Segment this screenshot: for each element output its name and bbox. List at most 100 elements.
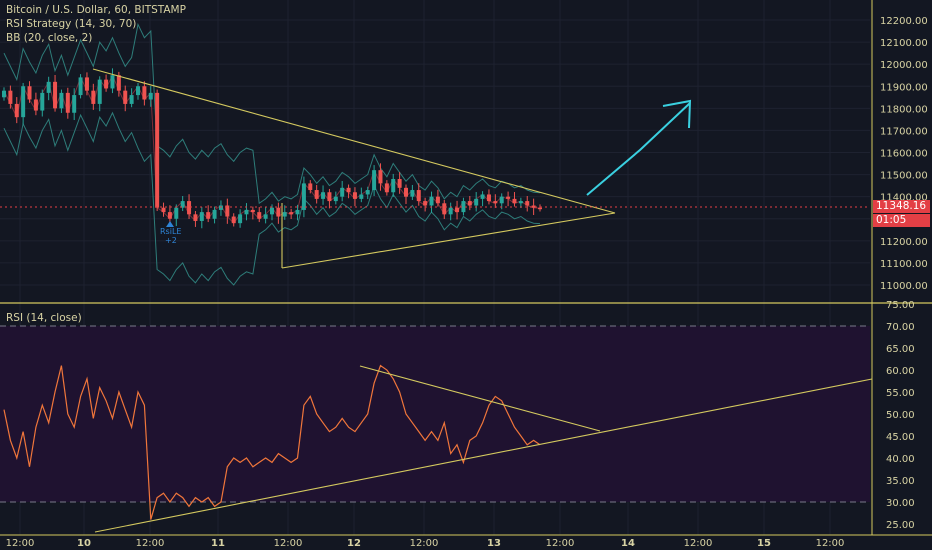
candle-body bbox=[72, 95, 77, 113]
candle-body bbox=[59, 92, 64, 109]
strategy-label[interactable]: RSI Strategy (14, 30, 70) bbox=[6, 18, 137, 30]
candle-body bbox=[155, 92, 160, 208]
price-tick-label: 11800.00 bbox=[880, 104, 928, 115]
candle-body bbox=[480, 194, 485, 199]
candle-body bbox=[340, 187, 345, 197]
candle-body bbox=[378, 170, 383, 184]
candle-body bbox=[27, 86, 32, 100]
rsi-legend: RSI (14, close) bbox=[6, 311, 82, 325]
candle-body bbox=[2, 90, 6, 98]
candle-body bbox=[129, 95, 134, 104]
rsi-tick-label: 35.00 bbox=[886, 476, 915, 487]
time-tick-label: 12:00 bbox=[816, 538, 845, 549]
drawings: RsiLE+2 bbox=[0, 68, 873, 533]
candle-body bbox=[167, 212, 172, 219]
candle-body bbox=[110, 75, 115, 89]
candle-body bbox=[65, 92, 70, 113]
price-tick-label: 11400.00 bbox=[880, 193, 928, 204]
candle-body bbox=[187, 201, 192, 215]
candle-body bbox=[506, 196, 511, 199]
candle-body bbox=[384, 183, 389, 193]
candle-body bbox=[423, 201, 428, 206]
price-tick-label: 11700.00 bbox=[880, 126, 928, 137]
candle-body bbox=[174, 207, 179, 219]
candle-body bbox=[53, 81, 58, 109]
bb-lower bbox=[3, 111, 541, 286]
candle-body bbox=[474, 198, 479, 206]
time-tick-label: 15 bbox=[757, 538, 771, 549]
candle-body bbox=[518, 201, 523, 204]
candle-body bbox=[416, 190, 421, 202]
candle-body bbox=[538, 207, 542, 210]
entry-signal-icon bbox=[166, 221, 174, 227]
candle-body bbox=[391, 179, 396, 193]
rsi-resistance-line[interactable] bbox=[359, 365, 601, 432]
breakout-arrow[interactable] bbox=[586, 102, 691, 196]
candle-body bbox=[333, 196, 338, 202]
time-tick-label: 12:00 bbox=[6, 538, 35, 549]
time-tick-label: 10 bbox=[77, 538, 91, 549]
price-tick-label: 11100.00 bbox=[880, 259, 928, 270]
candle-body bbox=[180, 201, 185, 208]
time-tick-label: 12:00 bbox=[410, 538, 439, 549]
arrow-head bbox=[662, 99, 692, 129]
candle-body bbox=[238, 214, 243, 224]
rsi-tick-label: 65.00 bbox=[886, 344, 915, 355]
candle-body bbox=[276, 207, 281, 217]
candle-body bbox=[206, 212, 211, 219]
rsi-tick-label: 50.00 bbox=[886, 410, 915, 421]
bb-upper bbox=[3, 22, 541, 205]
rsi-tick-label: 30.00 bbox=[886, 498, 915, 509]
rsi-line bbox=[3, 364, 541, 520]
candle-body bbox=[327, 192, 332, 202]
candle-body bbox=[104, 79, 109, 89]
time-tick-label: 12:00 bbox=[274, 538, 303, 549]
candle-body bbox=[148, 92, 153, 100]
candle-body bbox=[161, 207, 166, 213]
price-tick-label: 11900.00 bbox=[880, 82, 928, 93]
candle-body bbox=[116, 75, 121, 91]
time-tick-label: 12 bbox=[347, 538, 361, 549]
time-tick-label: 11 bbox=[211, 538, 225, 549]
candle-body bbox=[448, 207, 453, 215]
triangle-upper-line[interactable] bbox=[92, 68, 616, 214]
rsi-label[interactable]: RSI (14, close) bbox=[6, 312, 82, 324]
candle-body bbox=[123, 90, 128, 104]
candle-body bbox=[321, 192, 326, 199]
price-tick-label: 11600.00 bbox=[880, 149, 928, 160]
price-tick-label: 11200.00 bbox=[880, 237, 928, 248]
candle-body bbox=[346, 187, 351, 193]
candle-body bbox=[21, 86, 26, 118]
candle-body bbox=[442, 203, 447, 215]
candle-body bbox=[212, 209, 217, 219]
triangle-lower-line[interactable] bbox=[281, 212, 616, 269]
rsi-tick-label: 45.00 bbox=[886, 432, 915, 443]
candle-body bbox=[365, 190, 370, 195]
candle-body bbox=[499, 196, 504, 204]
rsi-band-fill bbox=[0, 326, 870, 502]
candle-body bbox=[301, 183, 306, 210]
signal-qty: +2 bbox=[165, 236, 177, 245]
candle-body bbox=[493, 201, 498, 204]
candle-body bbox=[14, 103, 19, 118]
time-tick-label: 14 bbox=[621, 538, 635, 549]
candle-body bbox=[225, 205, 230, 217]
bb-label[interactable]: BB (20, close, 2) bbox=[6, 32, 93, 44]
rsi-tick-label: 60.00 bbox=[886, 366, 915, 377]
candle-body bbox=[410, 190, 415, 197]
price-tick-label: 11000.00 bbox=[880, 281, 928, 292]
current-price-tag: 11348.16 bbox=[873, 200, 930, 213]
rsi-support-line[interactable] bbox=[94, 378, 873, 533]
signal-label: RsiLE bbox=[160, 227, 181, 236]
candle-body bbox=[33, 99, 38, 111]
candle-body bbox=[525, 201, 530, 206]
candle-body bbox=[531, 205, 536, 208]
price-candles bbox=[2, 68, 542, 229]
time-tick-label: 12:00 bbox=[136, 538, 165, 549]
candle-body bbox=[397, 179, 402, 188]
candle-body bbox=[435, 196, 440, 204]
candle-body bbox=[429, 196, 434, 206]
symbol-title[interactable]: Bitcoin / U.S. Dollar, 60, BITSTAMP bbox=[6, 4, 186, 16]
